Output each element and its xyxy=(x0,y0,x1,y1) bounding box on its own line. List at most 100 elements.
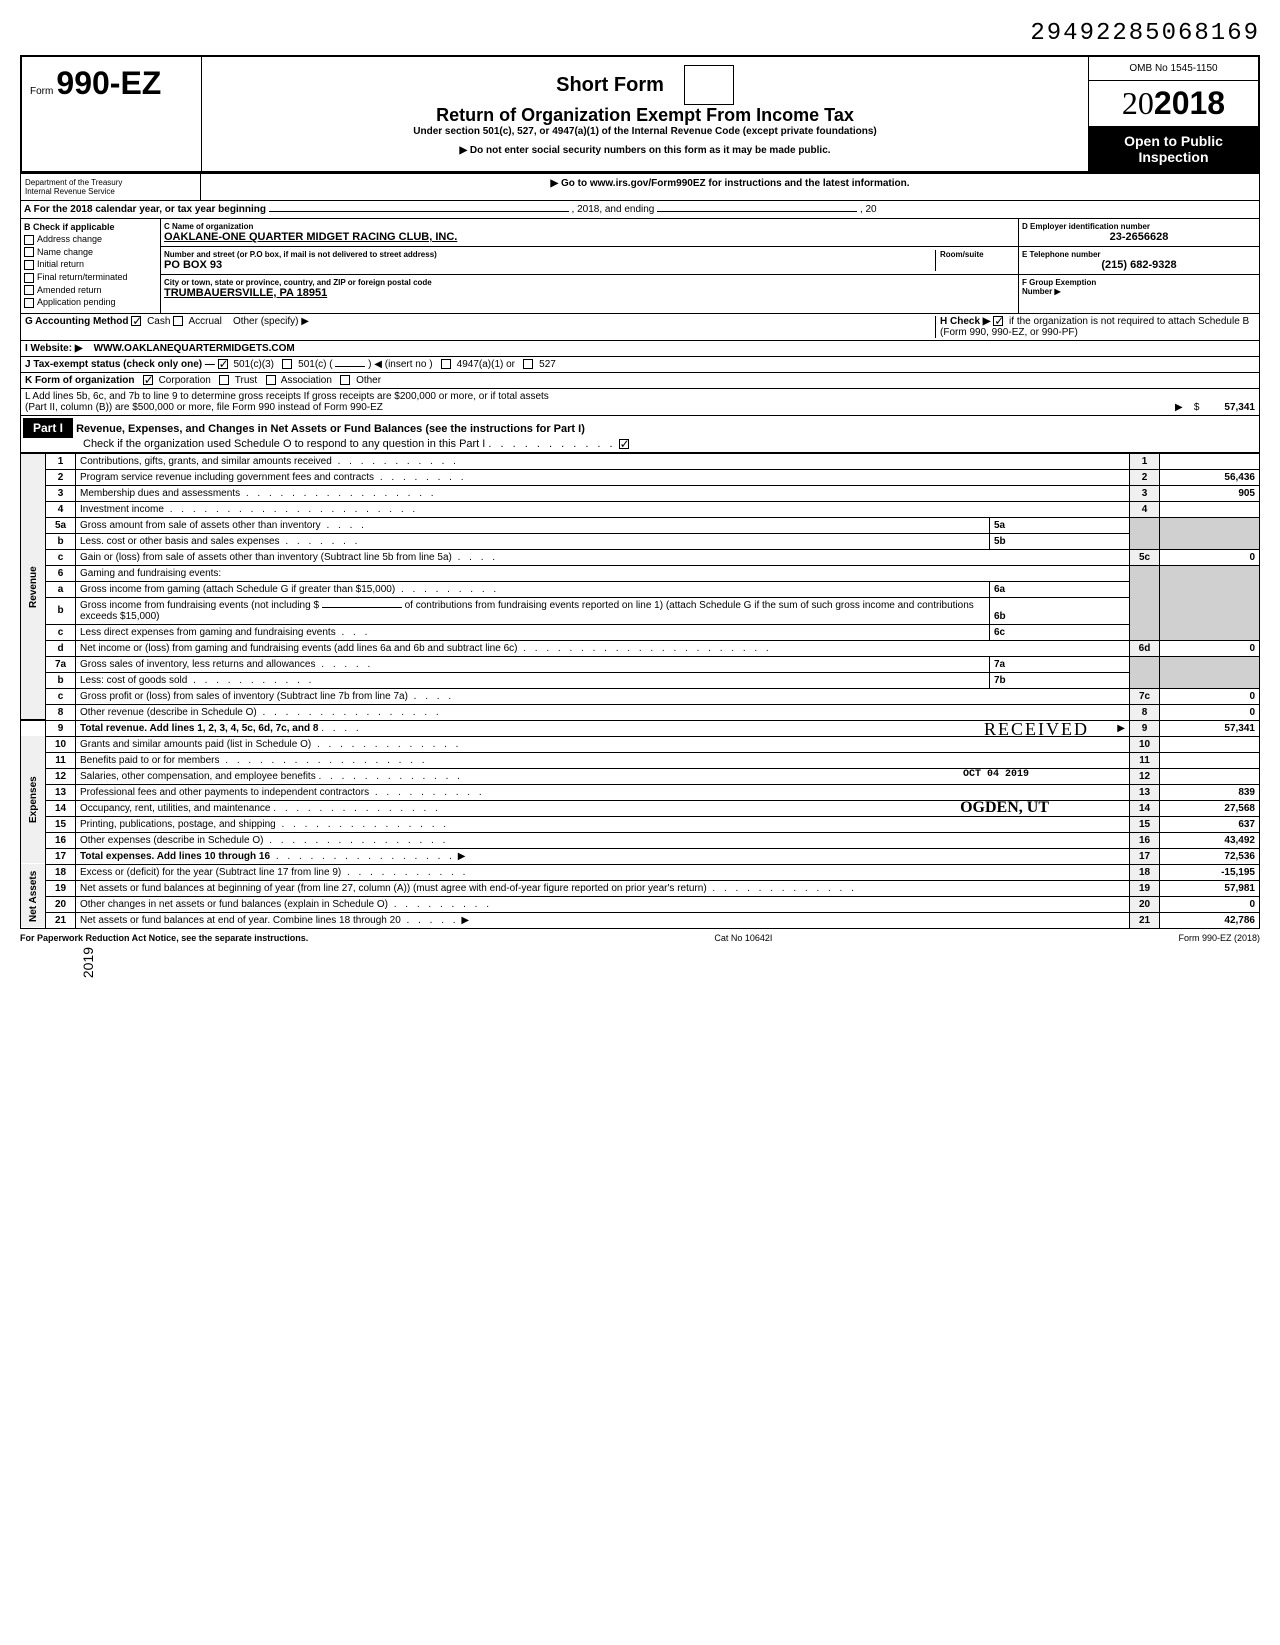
line-3-num: 3 xyxy=(46,485,76,501)
line-7b-num: b xyxy=(46,672,76,688)
line-7c-desc: Gross profit or (loss) from sales of inv… xyxy=(80,691,408,702)
checkbox-accrual[interactable] xyxy=(173,316,183,326)
footer-left: For Paperwork Reduction Act Notice, see … xyxy=(20,933,308,943)
line-8-anum: 8 xyxy=(1130,704,1160,720)
line-14-val: 27,568 xyxy=(1160,800,1260,816)
line-21-anum: 21 xyxy=(1130,912,1160,928)
checkbox-other-org[interactable] xyxy=(340,375,350,385)
line-4-num: 4 xyxy=(46,501,76,517)
line-6a-desc: Gross income from gaming (attach Schedul… xyxy=(80,584,395,595)
opt-501c: 501(c) ( xyxy=(298,359,332,370)
line-10-desc: Grants and similar amounts paid (list in… xyxy=(80,739,311,750)
line-2-num: 2 xyxy=(46,469,76,485)
line-6a-sub: 6a xyxy=(994,584,1005,595)
line-15-num: 15 xyxy=(46,816,76,832)
dept-line2: Internal Revenue Service xyxy=(25,187,196,196)
omb-number: OMB No 1545-1150 xyxy=(1089,57,1258,81)
opt-accrual: Accrual xyxy=(188,316,221,327)
checkbox-corporation[interactable] xyxy=(143,375,153,385)
section-l-text2: (Part II, column (B)) are $500,000 or mo… xyxy=(25,402,383,413)
line-6c-num: c xyxy=(46,624,76,640)
checkbox-trust[interactable] xyxy=(219,375,229,385)
checkbox-cash[interactable] xyxy=(131,316,141,326)
line-10-val xyxy=(1160,736,1260,752)
ogden-stamp: OGDEN, UT xyxy=(960,799,1049,817)
line-21-desc: Net assets or fund balances at end of ye… xyxy=(80,915,401,926)
line-6c-sub: 6c xyxy=(994,627,1005,638)
checkbox-name-change[interactable] xyxy=(24,247,34,257)
section-l-amount: 57,341 xyxy=(1224,402,1255,413)
po-box: PO BOX 93 xyxy=(164,259,935,271)
line-7c-num: c xyxy=(46,688,76,704)
line-8-desc: Other revenue (describe in Schedule O) xyxy=(80,707,257,718)
line-6-desc: Gaming and fundraising events: xyxy=(76,565,1130,581)
section-b-label: B Check if applicable xyxy=(24,222,157,232)
org-name: OAKLANE-ONE QUARTER MIDGET RACING CLUB, … xyxy=(164,231,1015,243)
line-5a-num: 5a xyxy=(46,517,76,533)
line-7c-anum: 7c xyxy=(1130,688,1160,704)
line-9-anum: 9 xyxy=(1130,720,1160,736)
line-7b-sub: 7b xyxy=(994,675,1006,686)
line-5b-sub: 5b xyxy=(994,536,1006,547)
ein-label: D Employer identification number xyxy=(1022,222,1256,231)
line-6d-num: d xyxy=(46,640,76,656)
addr-label: Number and street (or P.O box, if mail i… xyxy=(164,250,935,259)
opt-other: Other (specify) ▶ xyxy=(233,316,309,327)
section-de: D Employer identification number 23-2656… xyxy=(1019,219,1259,313)
line-6-num: 6 xyxy=(46,565,76,581)
checkbox-pending[interactable] xyxy=(24,298,34,308)
tax-year: 202018 xyxy=(1089,81,1258,127)
form-prefix: Form xyxy=(30,86,53,97)
checkbox-527[interactable] xyxy=(523,359,533,369)
line-1-anum: 1 xyxy=(1130,453,1160,469)
checkbox-association[interactable] xyxy=(266,375,276,385)
line-6d-anum: 6d xyxy=(1130,640,1160,656)
line-19-num: 19 xyxy=(46,880,76,896)
line-6b-num: b xyxy=(46,597,76,624)
line-9-num: 9 xyxy=(46,720,76,736)
info-rows: G Accounting Method Cash Accrual Other (… xyxy=(20,314,1260,416)
line-19-val: 57,981 xyxy=(1160,880,1260,896)
opt-amended: Amended return xyxy=(37,285,102,295)
form-number-box: Form 990-EZ xyxy=(22,57,202,171)
checkbox-501c[interactable] xyxy=(282,359,292,369)
short-form-label: Short Form xyxy=(556,74,664,97)
line-7b-desc: Less: cost of goods sold xyxy=(80,675,187,686)
line-6b-desc1: Gross income from fundraising events (no… xyxy=(80,600,319,611)
line-6d-desc: Net income or (loss) from gaming and fun… xyxy=(80,643,517,654)
checkbox-501c3[interactable] xyxy=(218,359,228,369)
line-12-num: 12 xyxy=(46,768,76,784)
opt-pending: Application pending xyxy=(37,297,116,307)
opt-final-return: Final return/terminated xyxy=(37,272,128,282)
inspection-line2: Inspection xyxy=(1095,149,1252,165)
part1-label: Part I xyxy=(23,418,73,438)
line-7a-num: 7a xyxy=(46,656,76,672)
form-title: Return of Organization Exempt From Incom… xyxy=(210,105,1080,126)
line-15-anum: 15 xyxy=(1130,816,1160,832)
checkbox-amended[interactable] xyxy=(24,285,34,295)
line-12-desc: Salaries, other compensation, and employ… xyxy=(80,771,316,782)
checkbox-address-change[interactable] xyxy=(24,235,34,245)
section-b: B Check if applicable Address change Nam… xyxy=(21,219,161,313)
checkbox-final-return[interactable] xyxy=(24,273,34,283)
ein: 23-2656628 xyxy=(1022,231,1256,243)
footer: For Paperwork Reduction Act Notice, see … xyxy=(20,929,1260,947)
checkbox-schedule-b[interactable] xyxy=(993,316,1003,326)
checkbox-4947[interactable] xyxy=(441,359,451,369)
website-label: I Website: ▶ xyxy=(25,343,83,354)
line-2-val: 56,436 xyxy=(1160,469,1260,485)
line-3-val: 905 xyxy=(1160,485,1260,501)
line-8-num: 8 xyxy=(46,704,76,720)
opt-527: 527 xyxy=(539,359,556,370)
footer-right: Form 990-EZ (2018) xyxy=(1178,933,1260,943)
line-13-desc: Professional fees and other payments to … xyxy=(80,787,369,798)
line-19-anum: 19 xyxy=(1130,880,1160,896)
line-18-anum: 18 xyxy=(1130,864,1160,880)
main-info-block: B Check if applicable Address change Nam… xyxy=(20,219,1260,314)
expenses-label: Expenses xyxy=(21,736,46,864)
section-l-text1: L Add lines 5b, 6c, and 7b to line 9 to … xyxy=(25,391,1255,402)
opt-association: Association xyxy=(281,375,332,386)
line-16-num: 16 xyxy=(46,832,76,848)
checkbox-initial-return[interactable] xyxy=(24,260,34,270)
checkbox-schedule-o[interactable] xyxy=(619,439,629,449)
